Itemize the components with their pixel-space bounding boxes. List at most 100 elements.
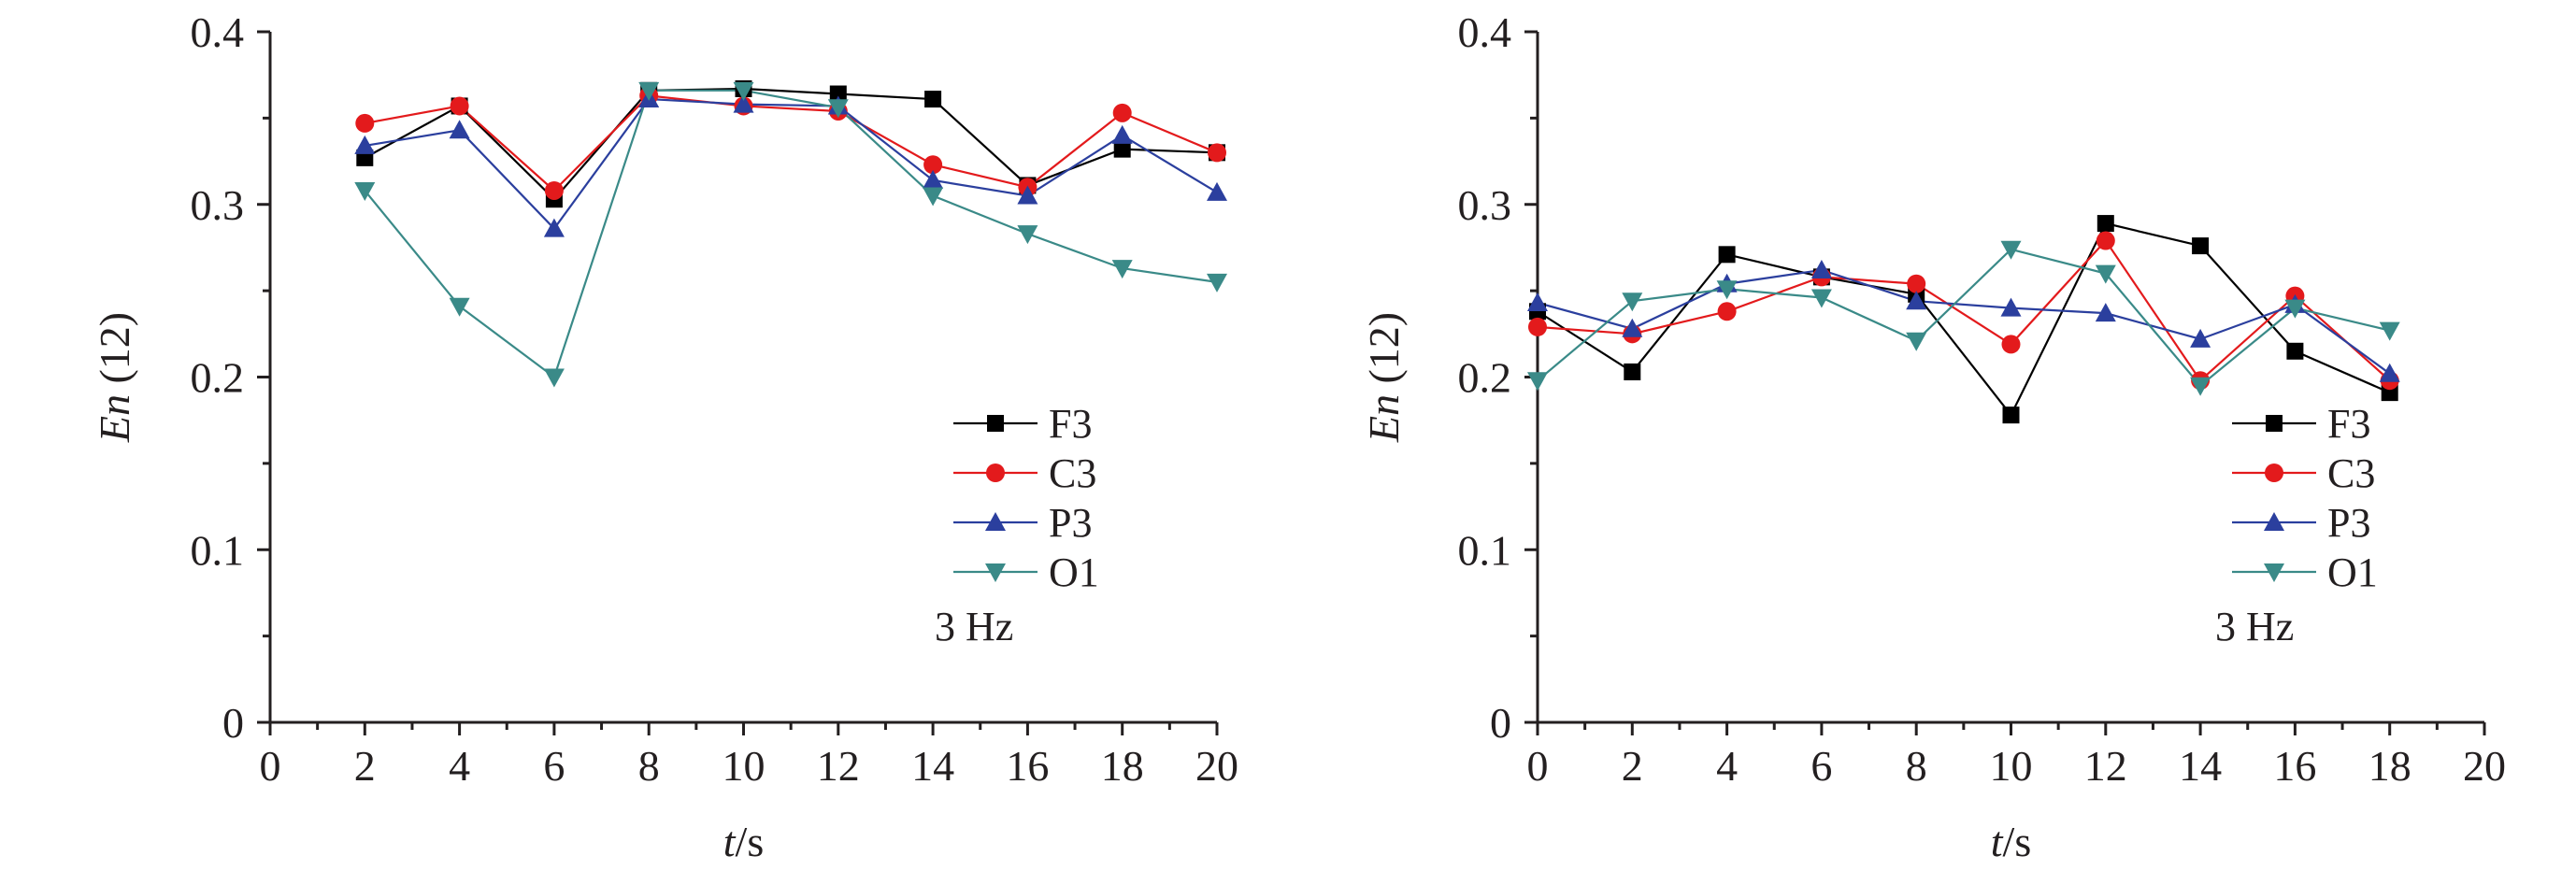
x-tick-label: 0 (1527, 742, 1549, 790)
y-axis-argument: (12) (91, 312, 138, 394)
series-o1-point (1017, 225, 1038, 245)
series-c3-line (365, 94, 1218, 193)
x-tick-label: 4 (1716, 742, 1738, 790)
series-c3-point (2001, 335, 2021, 354)
series-o1-line (1537, 248, 2390, 388)
y-axis-variable: En (91, 394, 138, 443)
series-o1-point (2284, 299, 2306, 319)
series-c3-point (1717, 302, 1737, 321)
legend-o1-label: O1 (2327, 549, 2378, 595)
series-f3-line (1537, 221, 2391, 418)
series-p3-point (2095, 303, 2116, 322)
series-c3-point (1112, 103, 1132, 122)
series-p3-point (354, 135, 376, 154)
series-f3-point (829, 85, 847, 103)
series-p3-point (2190, 328, 2211, 348)
legend-p3-label: P3 (1049, 500, 1092, 546)
series-o1-point (1207, 273, 1227, 292)
x-tick-label: 6 (1810, 742, 1832, 790)
series-f3-line (364, 87, 1218, 201)
x-axis-variable: t (723, 818, 737, 865)
x-axis-label: t/s (723, 818, 764, 865)
x-tick-label: 16 (2273, 742, 2316, 790)
x-tick-label: 10 (723, 742, 766, 790)
y-tick-label: 0.4 (191, 8, 245, 56)
series-f3-point (2286, 342, 2304, 360)
x-tick-label: 2 (354, 742, 376, 790)
legend-f3-marker (987, 415, 1004, 432)
series-p3-line (1537, 268, 2391, 375)
left-chart-panel: 0 2 4 6 8 10 12 14 16 18 20 0 0.1 0.2 0.3 0.4 t/s En (12)… (91, 8, 1238, 865)
series-o1-point (1622, 292, 1643, 312)
series-p3-point (2000, 297, 2022, 317)
x-tick-label: 14 (911, 742, 954, 790)
x-tick-label: 20 (2463, 742, 2506, 790)
right-chart-panel: 0 2 4 6 8 10 12 14 16 18 20 0 0.1 0.2 0.3 0.4 t/s En (12)… (1360, 8, 2506, 865)
series-p3-point (1906, 291, 1927, 310)
x-tick-label: 16 (1006, 742, 1049, 790)
legend-o1-label: O1 (1049, 549, 1099, 595)
series-p3-point (1810, 259, 1832, 278)
series-p3-point (1017, 185, 1038, 205)
series-o1-point (1716, 280, 1738, 300)
legend-p3-marker (2264, 512, 2284, 531)
series-o1-point (2379, 321, 2400, 341)
x-axis-unit: /s (2003, 818, 2032, 865)
x-tick-label: 0 (260, 742, 281, 790)
y-tick-label: 0.3 (191, 181, 245, 229)
y-tick-label: 0.1 (1458, 526, 1512, 574)
series-o1-point (923, 187, 944, 207)
x-tick-label: 8 (1906, 742, 1927, 790)
x-axis-label: t/s (1991, 818, 2031, 865)
legend-p3-label: P3 (2327, 500, 2370, 546)
x-axis-variable: t (1991, 818, 2004, 865)
series-c3-point (355, 113, 375, 133)
series-o1-point (2000, 240, 2022, 260)
series-o1-point (543, 368, 565, 388)
series-f3-point (1624, 363, 1641, 380)
series-c3-line (1537, 238, 2391, 382)
series-p3-point (1111, 124, 1133, 144)
legend-f3-label: F3 (1049, 401, 1092, 447)
y-axis-label: En (12) (1360, 312, 1408, 443)
series-p3-point (1527, 292, 1548, 312)
legend-o1-marker (2264, 563, 2284, 582)
series-f3-point (1113, 140, 1131, 158)
legend-c3-label: C3 (2327, 450, 2375, 496)
series-o1-point (638, 81, 660, 101)
series-f3-point (2097, 215, 2114, 233)
series-f3-point (2002, 406, 2020, 424)
series-o1-point (1906, 332, 1927, 351)
y-tick-label: 0 (1490, 699, 1511, 747)
series-o1-line (364, 89, 1218, 379)
y-tick-label: 0.2 (191, 354, 245, 402)
series-o1-point (1527, 372, 1548, 392)
x-tick-label: 6 (543, 742, 565, 790)
series-f3-point (2192, 237, 2210, 255)
series-o1-point (827, 99, 849, 119)
series-c3-point (1907, 274, 1926, 293)
legend-f3-marker (2266, 415, 2283, 432)
series-o1-point (733, 81, 754, 101)
legend-c3-marker (986, 464, 1005, 482)
series-c3-point (923, 155, 943, 175)
series-p3-point (2379, 363, 2400, 382)
series-c3-point (1528, 317, 1547, 336)
legend-c3-label: C3 (1049, 450, 1096, 496)
frequency-annotation: 3 Hz (2215, 604, 2294, 649)
y-tick-label: 0.3 (1458, 181, 1512, 229)
x-tick-label: 8 (638, 742, 660, 790)
series-o1-point (449, 297, 470, 317)
y-tick-label: 0.1 (191, 526, 245, 574)
x-tick-label: 2 (1622, 742, 1643, 790)
series-p3-point (923, 169, 944, 189)
series-c3-point (450, 96, 469, 116)
series-o1-point (2095, 264, 2116, 284)
x-tick-label: 12 (817, 742, 860, 790)
y-axis-argument: (12) (1360, 312, 1408, 394)
x-tick-label: 20 (1195, 742, 1238, 790)
series-o1-point (354, 181, 376, 201)
series-c3-point (544, 180, 564, 200)
